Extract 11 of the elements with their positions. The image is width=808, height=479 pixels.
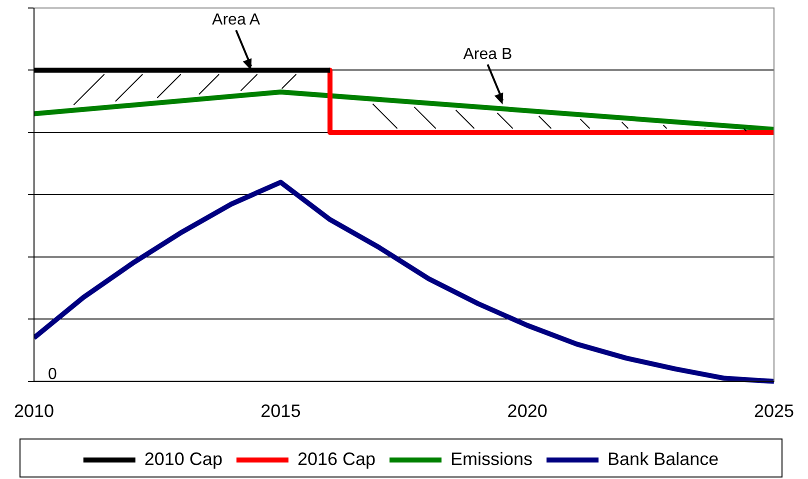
x-tick-label: 2015 (260, 401, 301, 422)
x-tick-label: 2025 (754, 401, 794, 422)
legend-label: Emissions (450, 448, 533, 469)
x-tick-label: 2020 (507, 401, 548, 422)
annotation: Area B (463, 46, 512, 63)
x-tick-label: 2010 (14, 401, 54, 422)
legend-label: 2016 Cap (297, 448, 376, 469)
annotation: Area A (212, 12, 260, 29)
legend-label: Bank Balance (608, 448, 719, 469)
annotation: 0 (48, 366, 58, 383)
legend-label: 2010 Cap (144, 448, 222, 469)
